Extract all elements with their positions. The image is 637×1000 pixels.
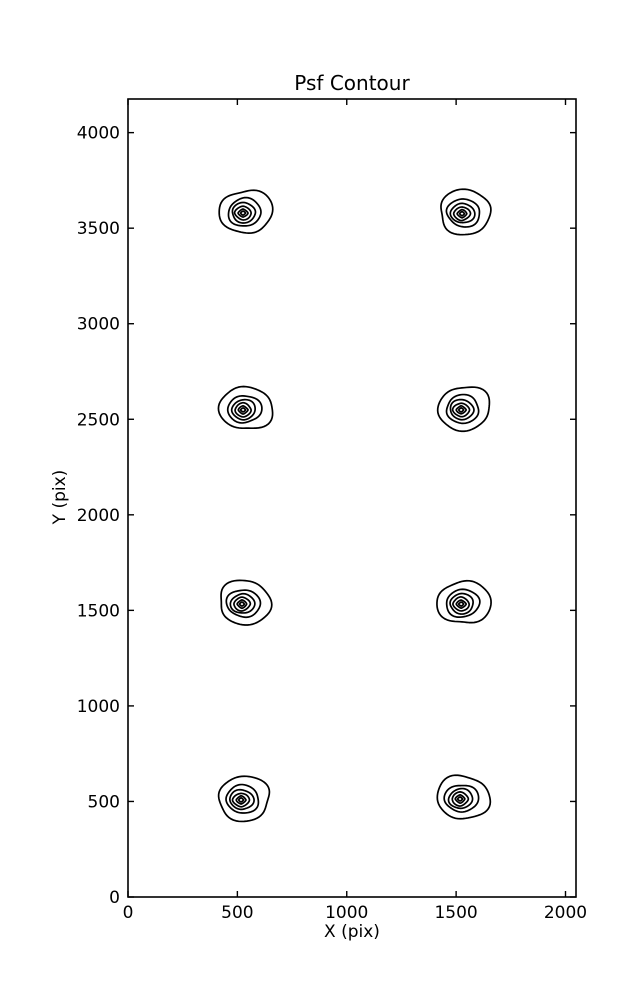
x-tick-label: 500 xyxy=(221,903,253,923)
contour-ring xyxy=(236,599,248,610)
y-tick-label: 3500 xyxy=(77,219,120,239)
contour-ring xyxy=(447,787,474,810)
contour-ring xyxy=(436,386,491,433)
contour-ring xyxy=(239,210,247,216)
contour-ring xyxy=(237,404,249,415)
contour-ring xyxy=(455,599,468,609)
contour-ring xyxy=(217,775,271,823)
y-tick-label: 500 xyxy=(88,792,120,812)
x-tick-label: 1000 xyxy=(325,903,368,923)
contour-ring xyxy=(449,202,476,224)
contour-ring xyxy=(457,601,465,607)
contour-ring xyxy=(217,385,274,430)
x-tick-label: 0 xyxy=(123,903,134,923)
y-tick-label: 1000 xyxy=(77,697,120,717)
x-tick-label: 2000 xyxy=(544,903,587,923)
contour-ring xyxy=(231,201,257,224)
contour-ring xyxy=(445,393,480,425)
contour-ring xyxy=(235,794,247,805)
contour-ring xyxy=(440,188,492,236)
contour-ring xyxy=(449,592,474,615)
contour-ring xyxy=(230,398,256,421)
contour-ring xyxy=(229,592,256,614)
contour-ring xyxy=(238,601,246,607)
contour-ring xyxy=(445,198,481,228)
contour-ring xyxy=(237,797,245,803)
contour-ring xyxy=(457,406,465,413)
x-axis-label: X (pix) xyxy=(324,922,380,942)
contour-ring xyxy=(454,793,466,805)
contour-ring xyxy=(451,402,471,418)
contour-ring xyxy=(443,784,480,813)
contour-ring xyxy=(445,588,481,619)
y-tick-label: 2500 xyxy=(77,410,120,430)
contour-ring xyxy=(233,596,252,612)
y-tick-label: 2000 xyxy=(77,506,120,526)
contour-ring xyxy=(458,210,466,217)
contour-ring xyxy=(452,596,470,612)
contour-ring xyxy=(229,788,255,811)
contour-ring xyxy=(225,589,262,619)
contour-ring xyxy=(436,579,492,624)
contour-ring xyxy=(456,208,468,219)
contour-ring xyxy=(218,189,274,234)
contour-ring xyxy=(234,401,252,418)
y-tick-label: 1500 xyxy=(77,601,120,621)
y-tick-label: 0 xyxy=(109,888,120,908)
y-tick-label: 4000 xyxy=(77,124,120,144)
contour-ring xyxy=(233,205,252,221)
contour-ring xyxy=(239,407,247,413)
contour-ring xyxy=(451,791,470,807)
contour-ring xyxy=(449,398,475,421)
contour-ring xyxy=(455,404,468,415)
y-tick-label: 3000 xyxy=(77,315,120,335)
contour-ring xyxy=(231,792,251,808)
contour-ring xyxy=(456,796,464,802)
contour-ring xyxy=(452,206,472,222)
contour-ring xyxy=(237,208,249,218)
x-tick-label: 1500 xyxy=(434,903,477,923)
contour-ring xyxy=(220,579,273,626)
chart-title: Psf Contour xyxy=(294,71,410,95)
contour-ring xyxy=(226,395,263,424)
plot-border xyxy=(127,98,577,898)
contour-ring xyxy=(436,774,492,820)
contour-ring xyxy=(225,783,260,814)
contour-ring xyxy=(227,196,262,227)
